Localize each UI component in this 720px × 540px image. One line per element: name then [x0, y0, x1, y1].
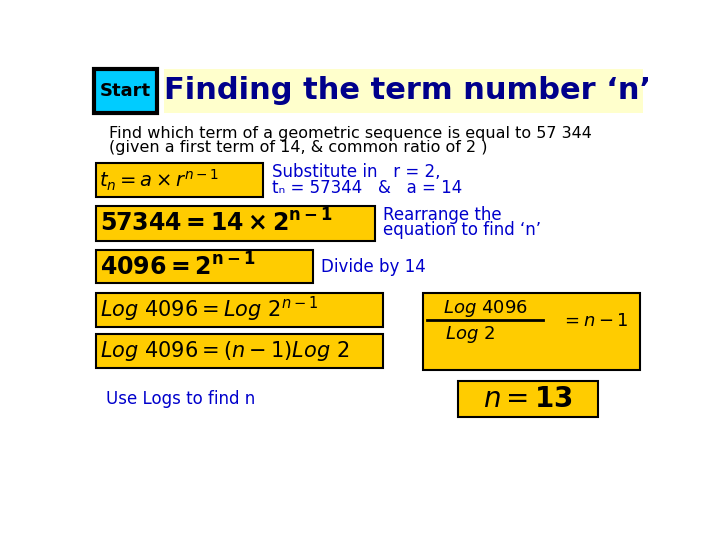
Text: tₙ = 57344   &   a = 14: tₙ = 57344 & a = 14 — [272, 179, 462, 197]
FancyBboxPatch shape — [96, 293, 383, 327]
FancyBboxPatch shape — [96, 249, 313, 284]
Text: (given a first term of 14, & common ratio of 2 ): (given a first term of 14, & common rati… — [109, 140, 488, 156]
FancyBboxPatch shape — [96, 164, 263, 197]
Text: Use Logs to find n: Use Logs to find n — [106, 390, 255, 408]
Text: Divide by 14: Divide by 14 — [321, 258, 426, 275]
FancyBboxPatch shape — [163, 69, 642, 113]
FancyBboxPatch shape — [96, 206, 375, 241]
Text: $= n - 1$: $= n - 1$ — [561, 312, 629, 330]
Text: $\mathit{Log}\ 4096$: $\mathit{Log}\ 4096$ — [443, 298, 528, 319]
Text: Finding the term number ‘n’: Finding the term number ‘n’ — [164, 77, 652, 105]
Text: $\mathit{Log}\ 4096 = (n-1)\mathit{Log}\ 2$: $\mathit{Log}\ 4096 = (n-1)\mathit{Log}\… — [100, 339, 349, 363]
Text: $\mathit{Log}\ 4096 = \mathit{Log}\ 2^{n-1}$: $\mathit{Log}\ 4096 = \mathit{Log}\ 2^{n… — [100, 295, 318, 324]
FancyBboxPatch shape — [423, 293, 640, 370]
Text: Find which term of a geometric sequence is equal to 57 344: Find which term of a geometric sequence … — [109, 126, 593, 141]
FancyBboxPatch shape — [94, 69, 158, 113]
Text: $\mathbf{57344 = 14 \times 2^{n-1}}$: $\mathbf{57344 = 14 \times 2^{n-1}}$ — [100, 210, 333, 237]
Text: Rearrange the: Rearrange the — [383, 206, 502, 224]
Text: Substitute in   r = 2,: Substitute in r = 2, — [272, 164, 441, 181]
FancyBboxPatch shape — [96, 334, 383, 368]
Text: $n = \mathbf{13}$: $n = \mathbf{13}$ — [483, 385, 573, 413]
Text: $\mathit{Log}\ 2$: $\mathit{Log}\ 2$ — [445, 324, 495, 345]
Text: $t_n = a \times r^{n-1}$: $t_n = a \times r^{n-1}$ — [99, 168, 220, 193]
FancyBboxPatch shape — [458, 381, 598, 417]
Text: $\mathbf{4096 = 2^{n-1}}$: $\mathbf{4096 = 2^{n-1}}$ — [100, 253, 256, 280]
Text: equation to find ‘n’: equation to find ‘n’ — [383, 221, 541, 239]
Text: Start: Start — [100, 82, 151, 100]
